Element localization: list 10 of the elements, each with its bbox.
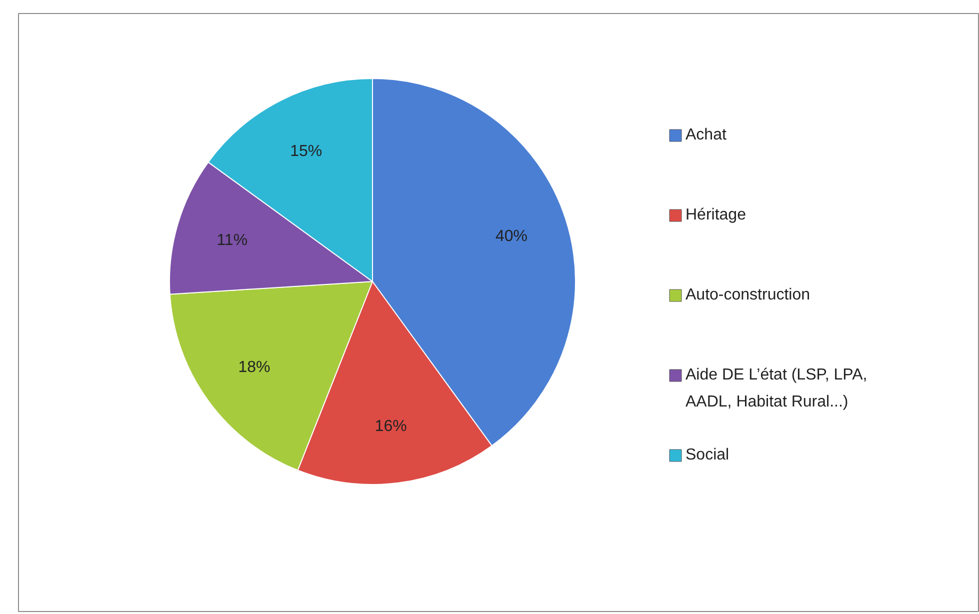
legend-label: Social	[686, 446, 730, 464]
data-label: 15%	[290, 142, 322, 160]
data-label: 40%	[495, 228, 528, 245]
legend-label: Aide DE L’état (LSP, LPA, AADL, Habitat Rural...)	[686, 366, 868, 411]
legend-label: Auto-construction	[686, 286, 810, 304]
legend-label: Achat	[686, 126, 727, 144]
data-label: 18%	[238, 358, 270, 376]
legend-label: Héritage	[686, 206, 746, 224]
data-label: 11%	[216, 232, 248, 250]
data-label: 16%	[374, 418, 407, 436]
